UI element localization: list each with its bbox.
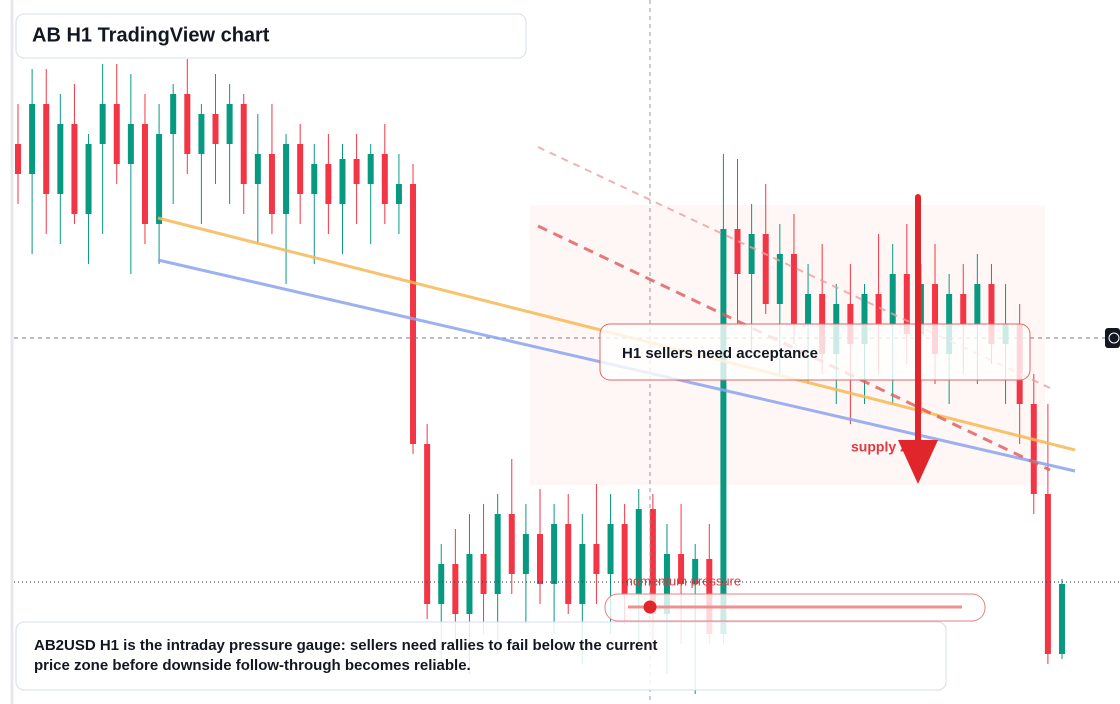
candle-body [353,159,360,184]
candle-body [15,144,21,174]
candle-body [692,559,699,584]
candle-body [452,564,459,614]
candle-body [593,544,600,574]
candle-body [565,524,572,604]
candle-body [988,284,995,344]
candle-body [339,159,346,204]
candle-body [395,184,402,204]
gauge-knob [643,600,657,614]
candle-body [43,104,50,194]
candle-body [410,184,417,444]
dashed-line [537,224,1051,472]
candle-body [1044,494,1051,654]
candle-body [805,294,812,324]
candle-body [127,124,134,164]
candles [15,59,1065,694]
title-box [15,13,527,59]
crosshair-icon [1105,328,1120,348]
candle-body [720,229,727,634]
candle-body [424,444,431,604]
candle-body [579,544,586,604]
callout: H1 sellers need acceptance [622,345,818,362]
candle-body [551,524,558,584]
candle-body [466,554,473,614]
candle-body [861,294,868,344]
candle-body [141,124,148,224]
candle-body [522,534,529,574]
candle-body [903,274,910,334]
candle-body [537,534,543,584]
crosshair-icon-ring [1108,332,1120,344]
candle-body [635,509,642,594]
candle-body [254,154,261,184]
candle-body [170,94,177,134]
candle-body [438,564,445,604]
candle-body [734,229,741,274]
candle-body [268,154,275,214]
title: AB H1 TradingView chart [32,24,270,46]
candle-body [325,164,332,204]
candle-body [226,104,233,144]
gauge-label: momentum pressure [622,573,741,588]
candle-body [113,104,120,164]
candle-body [508,514,515,574]
candle-body [932,284,939,354]
candle-body [297,144,304,194]
candle-body [156,134,163,224]
candle-body [607,524,614,574]
candle-body [974,284,981,324]
candle-body [1059,584,1065,654]
candle-body [85,144,92,214]
candle-body [480,554,487,594]
candle-body [494,514,501,594]
candle-body [367,154,374,184]
candle-body [790,254,797,324]
candle-body [71,124,78,214]
candle-body [776,254,783,304]
candle-body [212,114,219,144]
candle-body [240,104,247,184]
candle-body [1030,404,1037,494]
candle-body [198,114,205,154]
arrow-head [898,440,938,484]
candle-body [960,294,967,324]
candle-body [748,234,755,274]
note-wrap: AB2USD H1 is the intraday pressure gauge… [34,637,658,674]
note: AB2USD H1 is the intraday pressure gauge… [34,637,658,674]
candle-body [57,124,64,194]
candle-body [621,524,628,594]
candle-body [678,554,685,584]
candle-body [649,509,656,614]
callout-box [599,323,1031,381]
candle-body [184,94,191,154]
candle-body [762,234,769,304]
candle-body [889,274,896,324]
candle-body [99,104,106,144]
note-box [15,621,947,691]
candle-body [875,294,882,324]
candle-body [381,154,388,204]
candle-body [663,554,670,614]
candle-body [283,144,290,214]
candle-body [311,164,318,194]
candle-body [29,104,36,174]
